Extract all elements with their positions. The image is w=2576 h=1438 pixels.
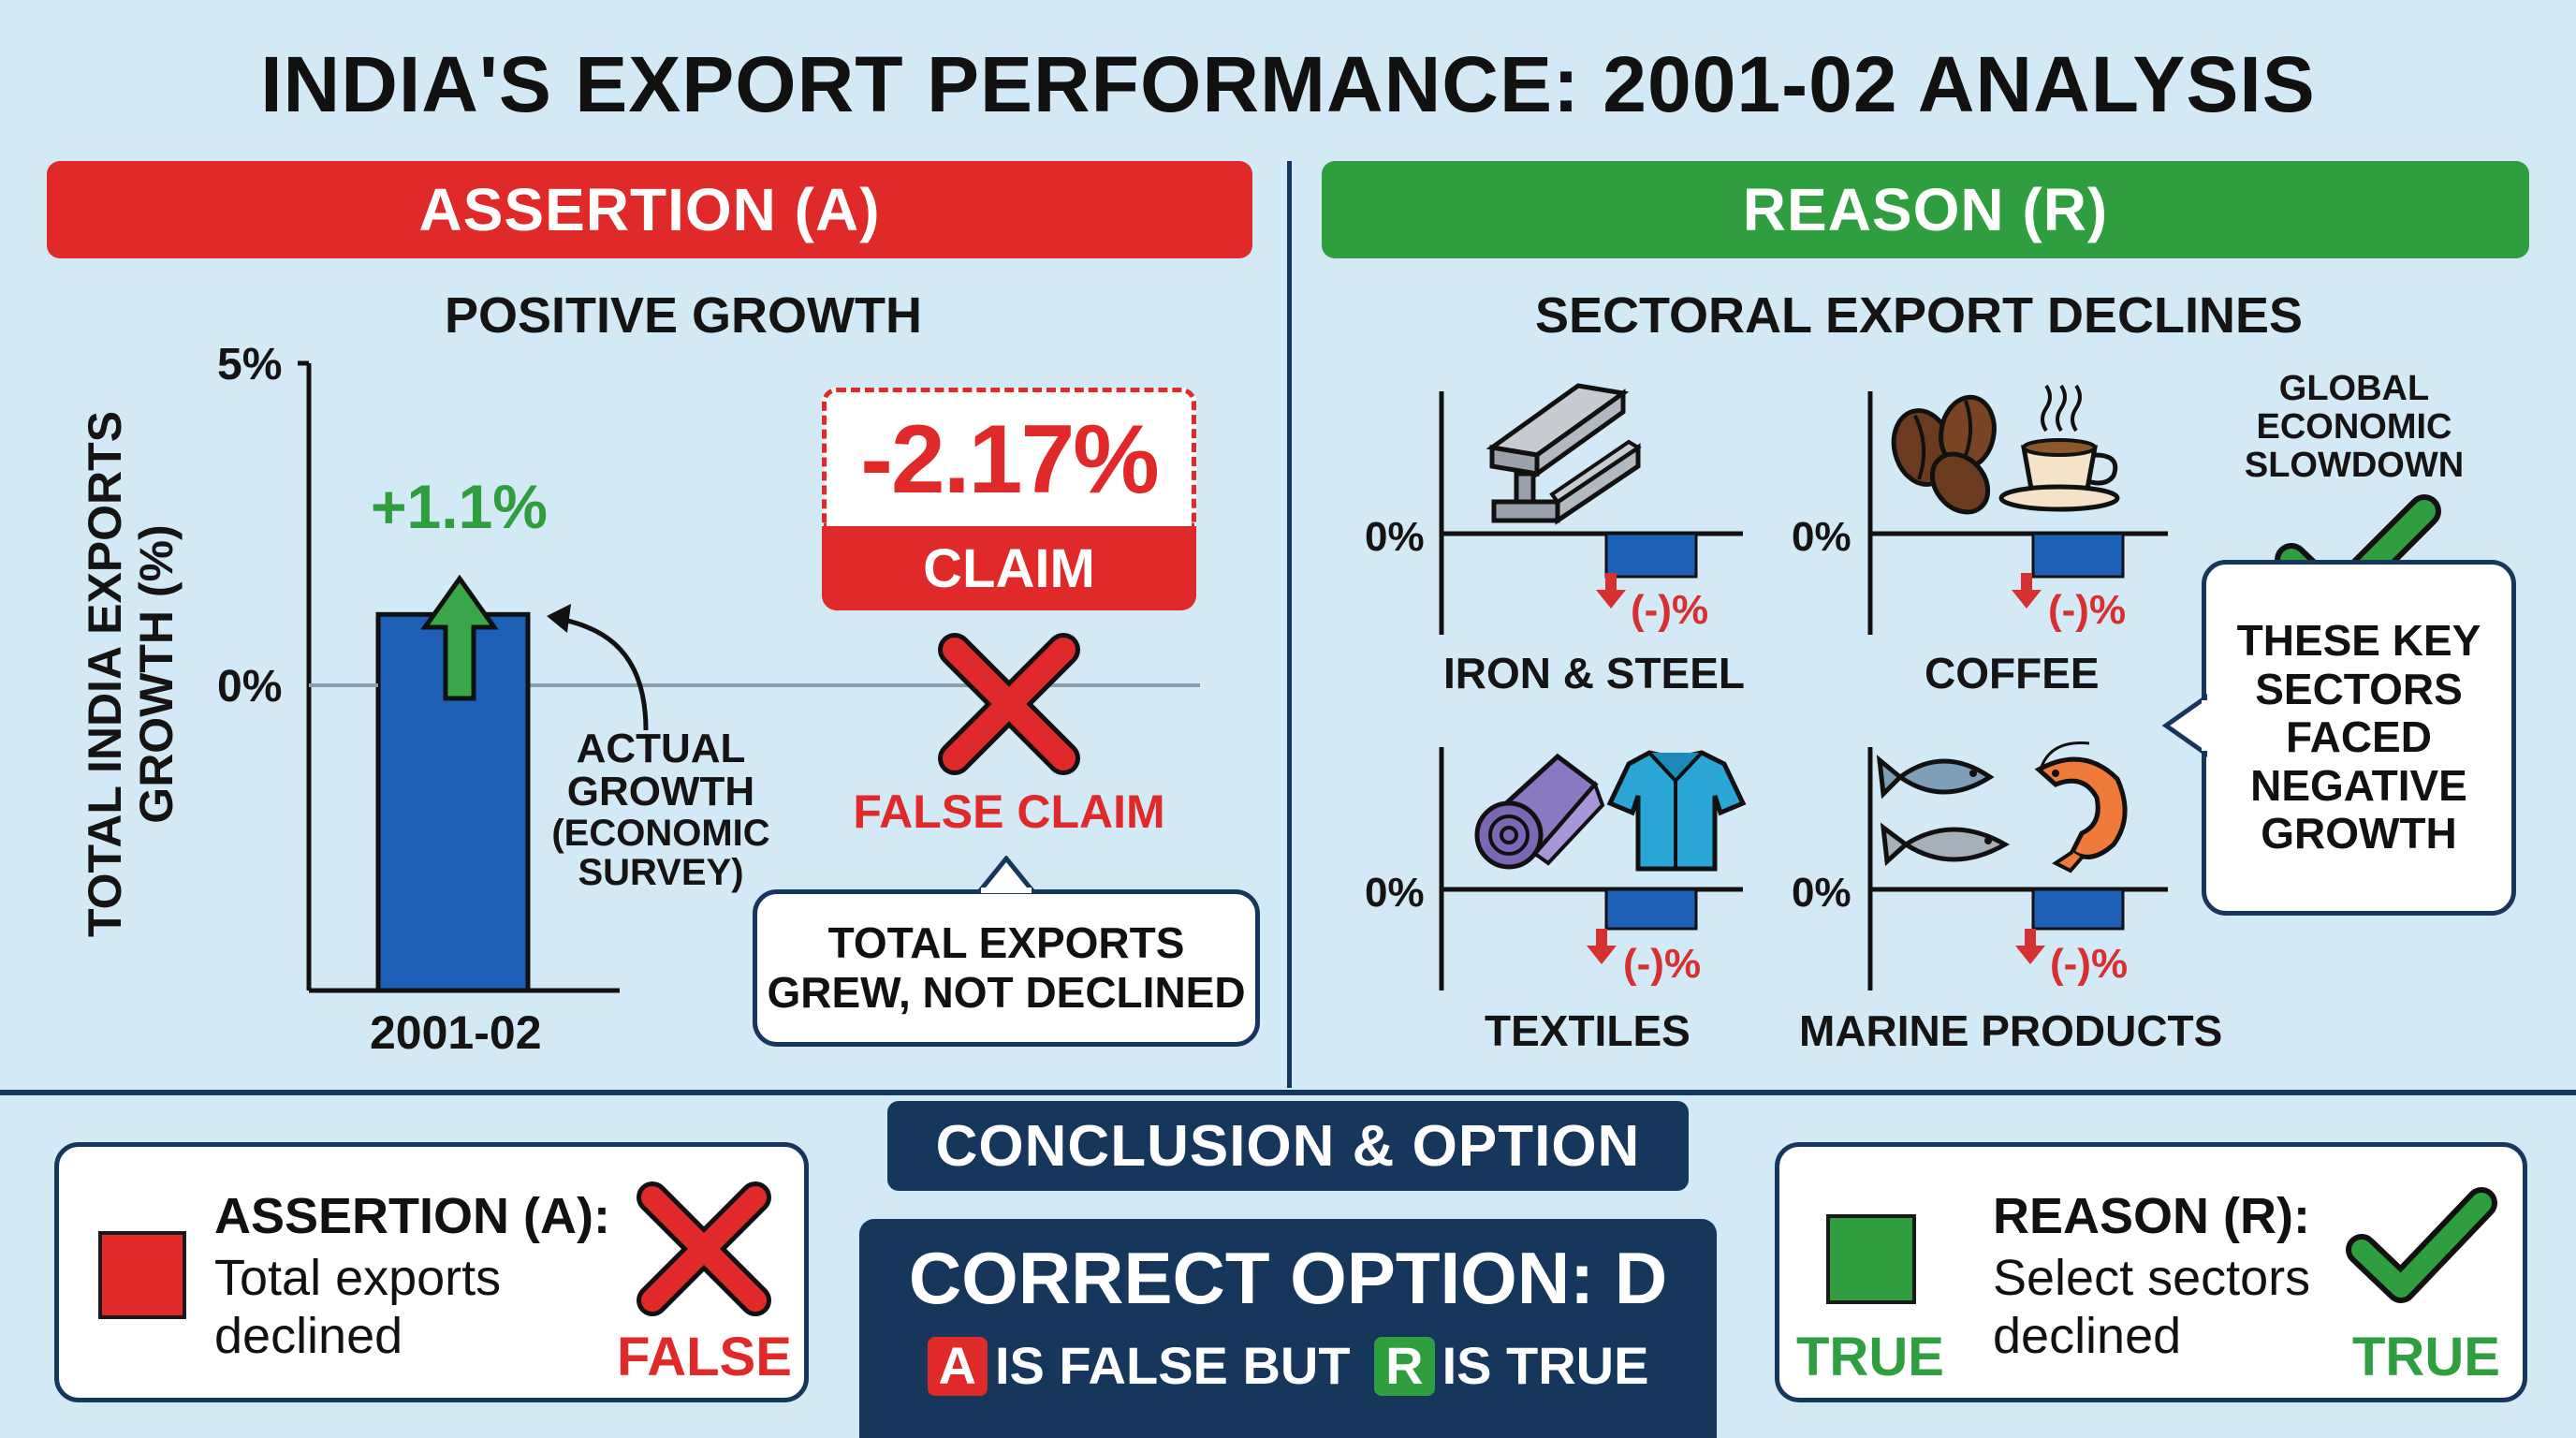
claim-label: CLAIM (822, 526, 1196, 610)
assertion-card-line-1: Total exports (214, 1250, 502, 1306)
global-slowdown-line-1: GLOBAL (2278, 369, 2430, 408)
red-x-icon (938, 633, 1080, 775)
coffee-icon (1891, 384, 2120, 515)
assertion-x-icon (637, 1181, 771, 1316)
assertion-verdict: FALSE (617, 1327, 792, 1387)
reason-subtitle: SECTORAL EXPORT DECLINES (1534, 287, 2304, 344)
global-slowdown-line-3: SLOWDOWN (2244, 446, 2465, 485)
correct-option-box: CORRECT OPTION: D A IS FALSE BUT R IS TRUE (859, 1219, 1717, 1438)
assertion-color-square (98, 1231, 186, 1319)
sectors-callout-line-4: NEGATIVE (2250, 760, 2467, 810)
y-axis-label: TOTAL INDIA EXPORTS GROWTH (%) (79, 410, 183, 938)
reason-card-line-1: Select sectors (1993, 1250, 2311, 1306)
coffee-decline: (-)% (2048, 587, 2127, 633)
false-claim-label: FALSE CLAIM (853, 785, 1165, 838)
global-slowdown-line-2: ECONOMIC (2256, 407, 2452, 447)
conclusion-heading: CONCLUSION & OPTION (887, 1101, 1689, 1191)
sectors-callout-line-1: THESE KEY (2236, 616, 2481, 666)
correct-option-text: CORRECT OPTION: D (908, 1237, 1668, 1319)
textiles-zero-label: 0% (1365, 870, 1425, 916)
sectors-callout-line-3: FACED (2286, 712, 2432, 762)
marine-zero-label: 0% (1792, 870, 1852, 916)
option-text-a: IS FALSE BUT (994, 1336, 1351, 1395)
claim-value: -2.17% (822, 388, 1196, 528)
reason-verdict-left: TRUE (1796, 1327, 1944, 1387)
actual-note-line-1: ACTUAL (576, 726, 746, 771)
actual-note-line-4: SURVEY) (578, 852, 744, 893)
assertion-subtitle: POSITIVE GROWTH (444, 287, 923, 344)
sector-label-coffee: COFFEE (1925, 649, 2100, 697)
sectors-callout: THESE KEY SECTORS FACED NEGATIVE GROWTH (2202, 560, 2516, 916)
reason-verdict-right: TRUE (2352, 1327, 2500, 1387)
steel-beam-icon (1486, 383, 1642, 525)
sector-label-iron-steel: IRON & STEEL (1443, 649, 1746, 697)
sectors-callout-pointer (2162, 693, 2207, 758)
y-tick-label-0: 0% (217, 662, 283, 712)
tag-r: R (1374, 1337, 1435, 1396)
assertion-card-line-2: declined (214, 1308, 403, 1364)
sectors-callout-line-2: SECTORS (2255, 664, 2463, 713)
callout-line-1: TOTAL EXPORTS (827, 918, 1185, 968)
marine-decline: (-)% (2050, 941, 2129, 987)
actual-note-line-3: (ECONOMIC (551, 813, 770, 854)
y-tick-label-5: 5% (217, 340, 283, 389)
up-arrow-icon (420, 575, 499, 701)
assertion-card: ASSERTION (A): Total exports declined FA… (54, 1142, 809, 1402)
page-title: INDIA'S EXPORT PERFORMANCE: 2001-02 ANAL… (260, 40, 2316, 128)
coffee-zero-label: 0% (1792, 514, 1852, 560)
actual-growth-pointer-head (547, 604, 571, 633)
reason-banner: REASON (R) (1322, 161, 2529, 258)
reason-card-title: REASON (R): (1993, 1188, 2310, 1244)
textiles-icon (1474, 750, 1747, 872)
marine-products-icon (1876, 741, 2128, 873)
vertical-divider (1287, 161, 1292, 1088)
bar-data-label: +1.1% (371, 472, 548, 541)
reason-color-square (1826, 1214, 1916, 1304)
horizontal-divider (0, 1090, 2576, 1095)
tag-a: A (927, 1337, 988, 1396)
option-explanation: A IS FALSE BUT R IS TRUE (859, 1335, 1717, 1396)
callout-line-2: GREW, NOT DECLINED (767, 968, 1246, 1017)
reason-card: TRUE REASON (R): Select sectors declined… (1775, 1142, 2527, 1402)
x-tick-label: 2001-02 (370, 1006, 542, 1059)
textiles-decline: (-)% (1623, 941, 1702, 987)
reason-check-icon (2346, 1187, 2497, 1303)
sectors-callout-line-5: GROWTH (2261, 809, 2457, 858)
option-text-r: IS TRUE (1442, 1336, 1649, 1395)
callout-pointer (974, 856, 1038, 893)
sector-label-textiles: TEXTILES (1485, 1006, 1690, 1055)
claim-box: -2.17% CLAIM (822, 388, 1196, 612)
iron-steel-decline: (-)% (1631, 587, 1709, 633)
iron-steel-zero-label: 0% (1365, 514, 1425, 560)
exports-grew-callout: TOTAL EXPORTS GREW, NOT DECLINED (753, 889, 1260, 1047)
assertion-card-title: ASSERTION (A): (214, 1188, 610, 1244)
actual-note-line-2: GROWTH (566, 769, 755, 814)
assertion-banner: ASSERTION (A) (47, 161, 1252, 258)
sector-label-marine: MARINE PRODUCTS (1799, 1006, 2223, 1055)
reason-card-line-2: declined (1993, 1308, 2182, 1364)
actual-growth-pointer (553, 615, 649, 731)
